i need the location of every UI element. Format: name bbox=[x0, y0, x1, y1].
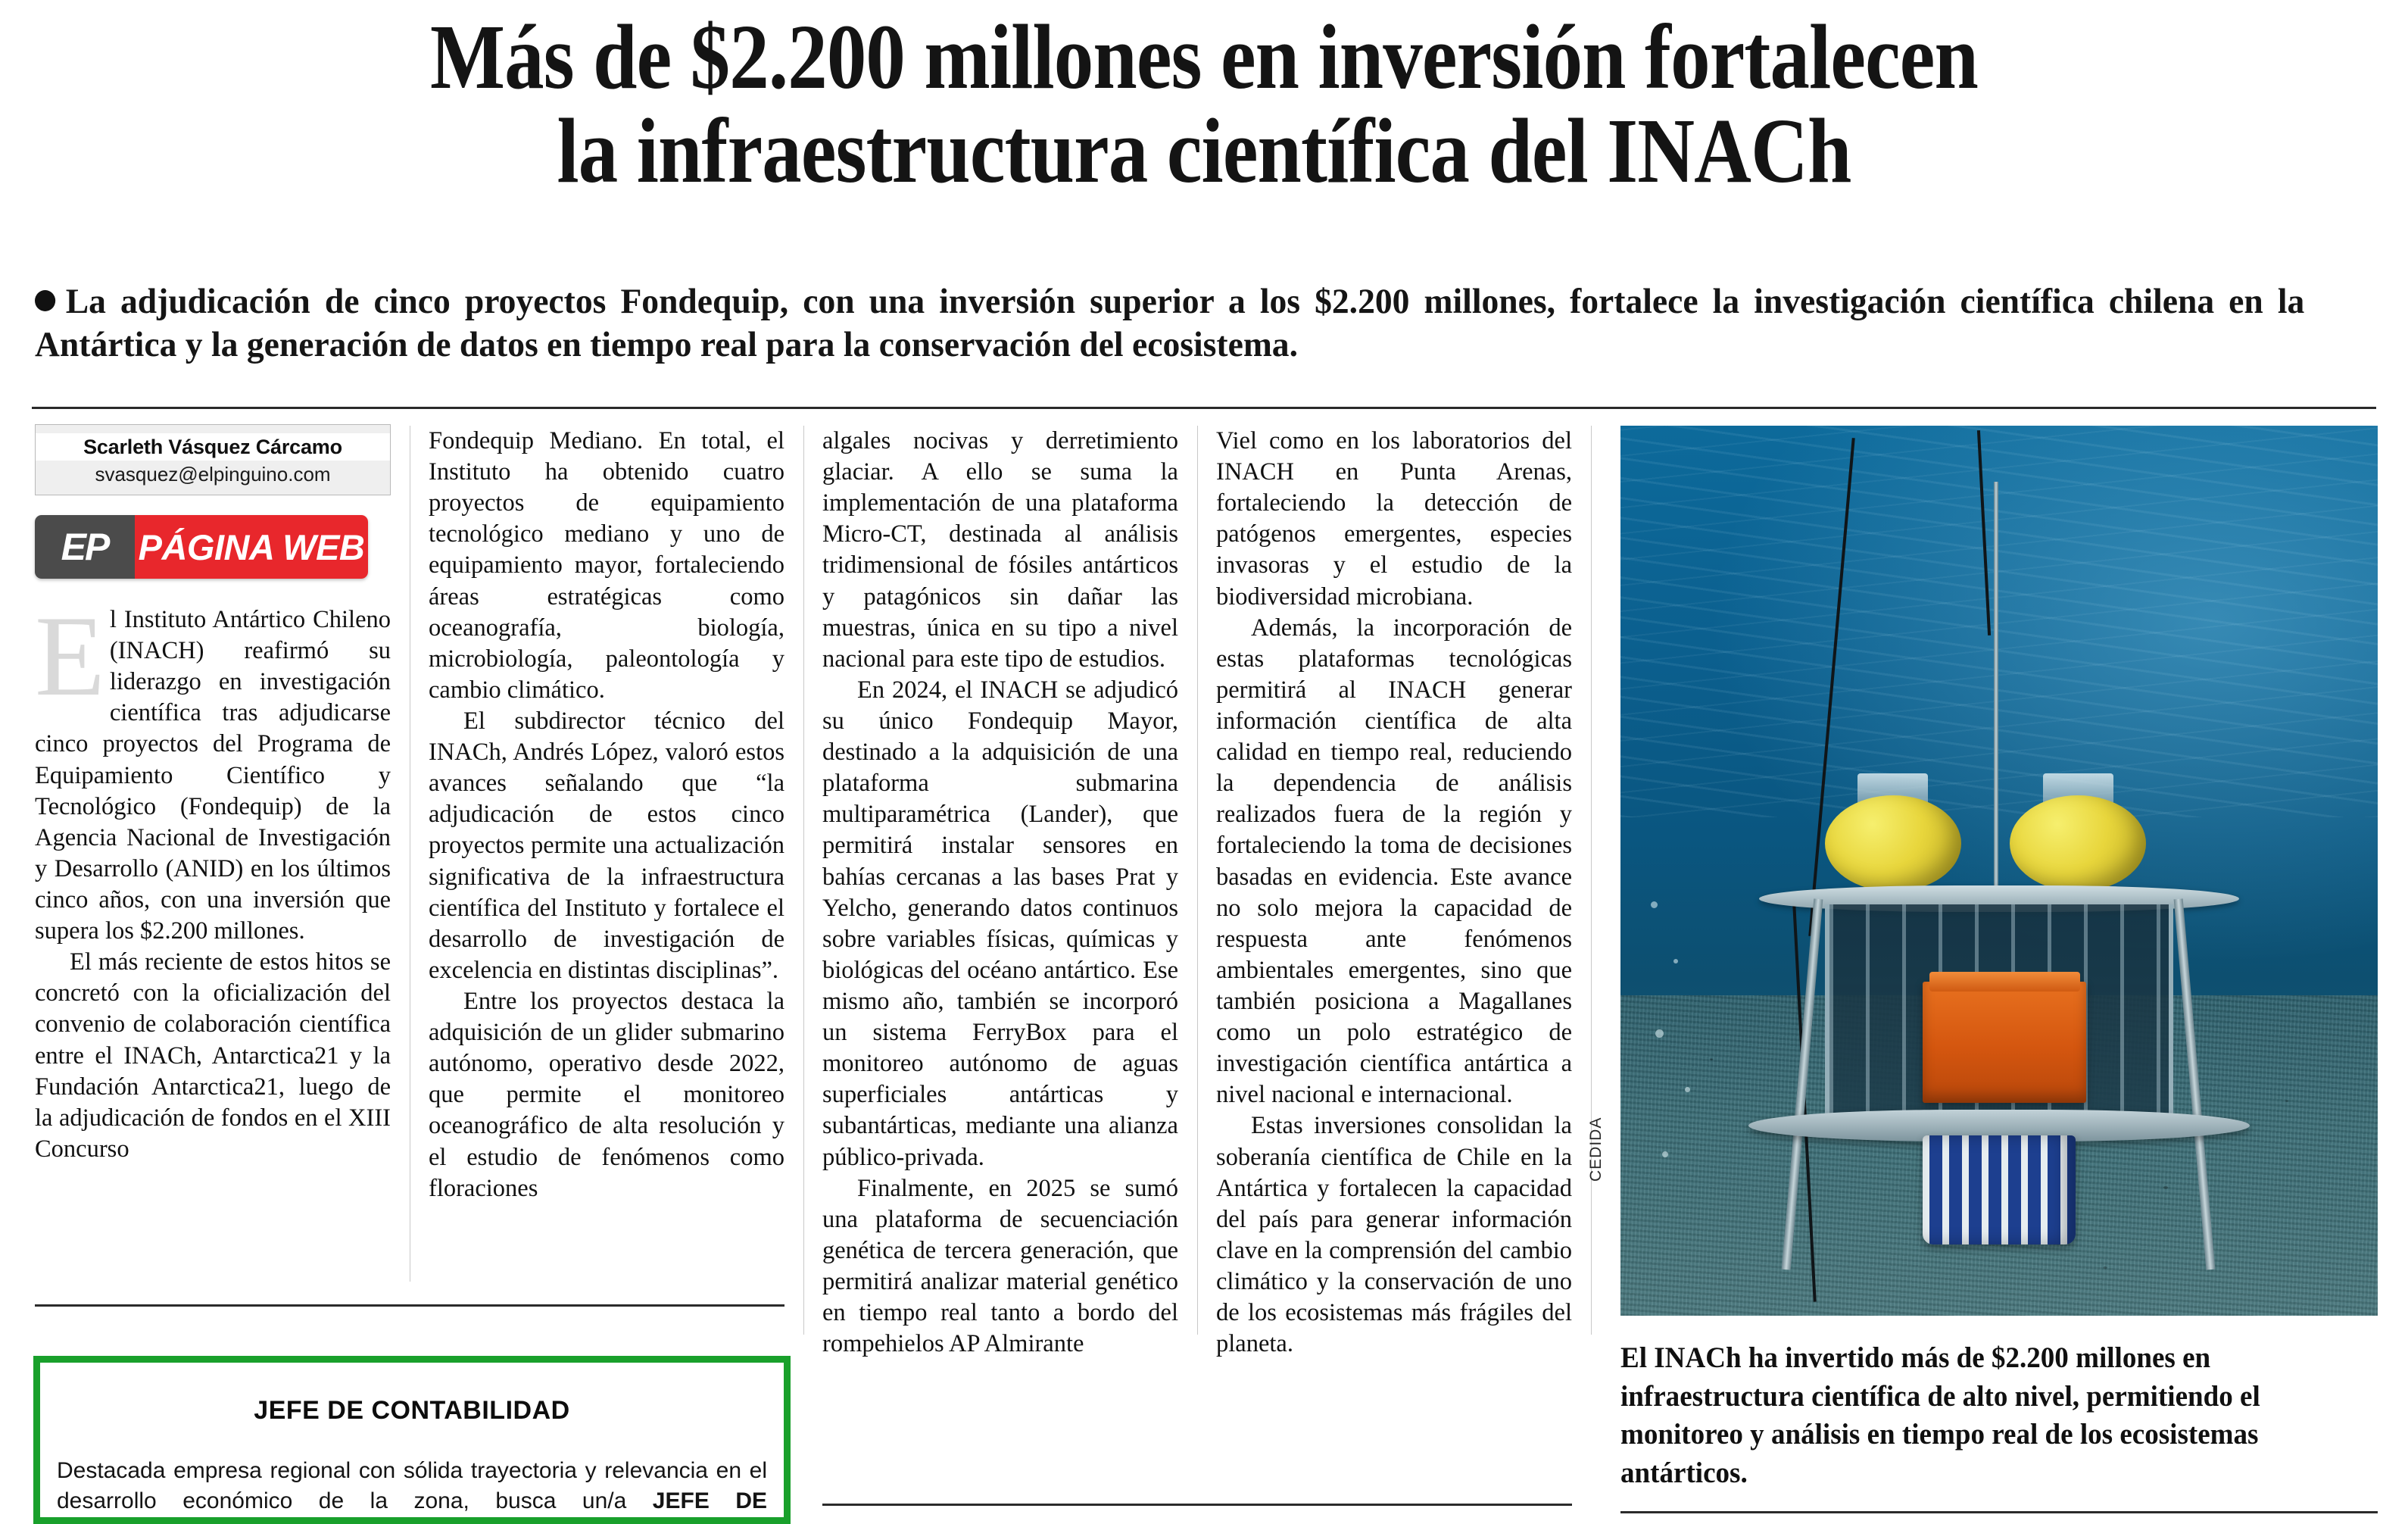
headline-line-1: Más de $2.200 millones en inversión fort… bbox=[429, 6, 1979, 108]
photo-credit: CEDIDA bbox=[1587, 1116, 1605, 1182]
header-divider bbox=[32, 407, 2376, 409]
article-photo bbox=[1620, 426, 2378, 1316]
paragraph: Estas inversiones consolidan la soberaní… bbox=[1216, 1110, 1572, 1360]
article-column-2: Fondequip Mediano. En total, el Institut… bbox=[429, 426, 784, 1204]
paragraph: Entre los proyectos destaca la adquisici… bbox=[429, 986, 784, 1204]
photo-image bbox=[1620, 426, 2378, 1316]
byline-email[interactable]: svasquez@elpinguino.com bbox=[95, 463, 331, 486]
paragraph-text: l Instituto Antártico Chileno (INACH) re… bbox=[35, 606, 391, 945]
ep-logo-mark: EP bbox=[35, 515, 135, 579]
paragraph-text: El más reciente de estos hitos se concre… bbox=[35, 948, 391, 1163]
water-surface-ripples bbox=[1620, 426, 2378, 817]
column-divider-4 bbox=[1591, 426, 1592, 1335]
caption-divider bbox=[1620, 1511, 2378, 1513]
support-leg bbox=[1781, 898, 1823, 1269]
bullet-icon bbox=[35, 290, 56, 311]
page-title: Más de $2.200 millones en inversión fort… bbox=[207, 10, 2201, 203]
paragraph-text: Finalmente, en 2025 se sumó una platafor… bbox=[822, 1174, 1178, 1358]
yellow-buoy bbox=[2010, 795, 2147, 892]
paragraph-text: Además, la incorporación de estas plataf… bbox=[1216, 614, 1572, 1109]
blue-white-drum bbox=[1923, 1135, 2076, 1244]
paragraph-text: Estas inversiones consolidan la soberaní… bbox=[1216, 1112, 1572, 1358]
paragraph: Viel como en los laboratorios del INACH … bbox=[1216, 426, 1572, 613]
column-rule-1 bbox=[35, 1304, 784, 1307]
column-divider-2 bbox=[803, 426, 804, 1335]
paragraph: El más reciente de estos hitos se concre… bbox=[35, 947, 391, 1165]
ad-body-cut-text: CONTABILIDAD bbox=[57, 1519, 223, 1524]
headline-line-2: la infraestructura científica del INACh bbox=[557, 100, 1851, 203]
mast bbox=[1993, 481, 1999, 892]
ad-title: JEFE DE CONTABILIDAD bbox=[254, 1396, 570, 1425]
classified-ad[interactable]: JEFE DE CONTABILIDAD Destacada empresa r… bbox=[33, 1356, 791, 1524]
paragraph-text: Entre los proyectos destaca la adquisici… bbox=[429, 987, 784, 1202]
ep-badge-label: PÁGINA WEB bbox=[138, 526, 365, 567]
ad-body: Destacada empresa regional con sólida tr… bbox=[57, 1456, 767, 1524]
byline-author: Scarleth Vásquez Cárcamo bbox=[36, 433, 390, 461]
yellow-buoy bbox=[1824, 795, 1961, 892]
byline: Scarleth Vásquez Cárcamo svasquez@elping… bbox=[35, 424, 391, 495]
paragraph-text: En 2024, el INACH se adjudicó su único F… bbox=[822, 676, 1178, 1171]
lander-platform bbox=[1726, 430, 2272, 1302]
ep-logo-text: EP bbox=[61, 526, 111, 568]
article-column-3: algales nocivas y derretimiento glaciar.… bbox=[822, 426, 1178, 1360]
orange-instrument-box bbox=[1923, 971, 2087, 1104]
paragraph: En 2024, el INACH se adjudicó su único F… bbox=[822, 675, 1178, 1173]
paragraph-text: Fondequip Mediano. En total, el Institut… bbox=[429, 427, 784, 704]
ad-body-emphasis: JEFE DE bbox=[652, 1488, 767, 1513]
ad-body-text: Destacada empresa regional con sólida tr… bbox=[57, 1458, 767, 1513]
paragraph: Finalmente, en 2025 se sumó una platafor… bbox=[822, 1173, 1178, 1360]
paragraph-text: algales nocivas y derretimiento glaciar.… bbox=[822, 427, 1178, 673]
drop-cap: E bbox=[35, 592, 105, 720]
bubbles-icon bbox=[1643, 888, 1719, 1209]
paragraph-text: El subdirector técnico del INACh, Andrés… bbox=[429, 707, 784, 984]
paragraph: Fondequip Mediano. En total, el Institut… bbox=[429, 426, 784, 706]
paragraph-text: Viel como en los laboratorios del INACH … bbox=[1216, 427, 1572, 611]
paragraph: El subdirector técnico del INACh, Andrés… bbox=[429, 706, 784, 986]
article-column-4: Viel como en los laboratorios del INACH … bbox=[1216, 426, 1572, 1360]
paragraph: Además, la incorporación de estas plataf… bbox=[1216, 613, 1572, 1111]
paragraph: algales nocivas y derretimiento glaciar.… bbox=[822, 426, 1178, 675]
column-divider-3 bbox=[1197, 426, 1198, 1335]
column-rule-3 bbox=[822, 1504, 1572, 1506]
ep-pagina-web-badge[interactable]: EP PÁGINA WEB bbox=[35, 515, 368, 579]
article-lede: La adjudicación de cinco proyectos Fonde… bbox=[35, 280, 2304, 367]
support-leg bbox=[2173, 898, 2215, 1269]
lede-text: La adjudicación de cinco proyectos Fonde… bbox=[35, 282, 2305, 365]
photo-caption: El INACh ha invertido más de $2.200 mill… bbox=[1620, 1341, 2260, 1490]
ep-badge-label-area: PÁGINA WEB bbox=[135, 515, 368, 579]
